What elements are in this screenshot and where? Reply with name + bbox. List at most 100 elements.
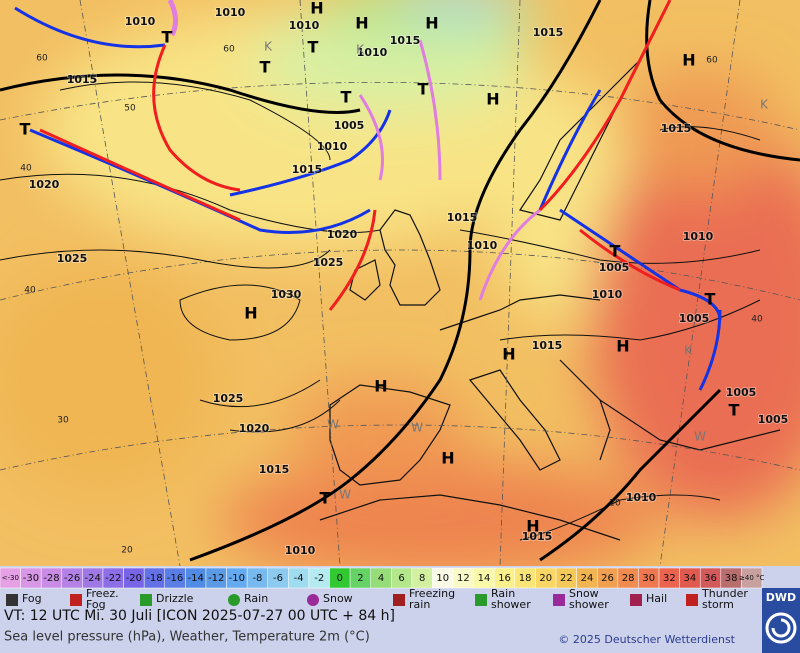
weather-icons: Fog Freez.Fog Drizzle Rain Snow FreezingrainR… [6, 587, 748, 611]
weather-label: shower [491, 598, 531, 611]
air-mass-label: W [694, 430, 706, 444]
weather-icon [70, 594, 82, 606]
graticule [0, 0, 800, 566]
scale-label: ≥40 °C [739, 574, 764, 582]
scale-label: 10 [436, 573, 449, 584]
scale-label: -22 [105, 573, 121, 584]
scale-label: 6 [398, 573, 404, 584]
dwd-logo-swirl [771, 618, 791, 638]
weather-icon [475, 594, 487, 606]
description: Sea level pressure (hPa), Weather, Tempe… [4, 630, 370, 645]
isobar-label: 1010 [467, 239, 498, 252]
air-mass-label: K [684, 344, 693, 358]
weather-label: storm [702, 598, 734, 611]
weather-icon [307, 594, 319, 606]
pressure-center: T [20, 120, 31, 139]
isobar-label: 1010 [125, 15, 156, 28]
weather-label: Thunder [701, 587, 748, 600]
temperature-label: 30 [57, 416, 69, 426]
pressure-center: T [162, 28, 173, 47]
pressure-center: T [729, 401, 740, 420]
scale-label: 16 [498, 573, 511, 584]
isobar-label: 1030 [271, 288, 302, 301]
isobar-label: 1020 [239, 422, 270, 435]
scale-label: -2 [314, 573, 324, 584]
pressure-center: H [616, 337, 629, 356]
pressure-center: T [320, 489, 331, 508]
weather-icon [228, 594, 240, 606]
air-mass-label: W [411, 421, 423, 435]
isobar-label: 1010 [289, 19, 320, 32]
isobar-label: 1015 [533, 26, 564, 39]
pressure-center: H [486, 90, 499, 109]
weather-label: Fog [22, 592, 42, 605]
scale-label: 28 [622, 573, 635, 584]
isobar-label: 1005 [758, 413, 789, 426]
temperature-label: 60 [706, 56, 718, 66]
pressure-center: H [441, 449, 454, 468]
pressure-center: H [425, 14, 438, 33]
scale-label: 32 [663, 573, 676, 584]
isobar-label: 1005 [679, 312, 710, 325]
air-mass-label: K [264, 40, 273, 54]
pressure-center: T [705, 290, 716, 309]
fronts [14, 0, 722, 391]
pressure-center: T [341, 88, 352, 107]
temperature-label: 20 [121, 546, 133, 556]
isobar-label: 1020 [327, 228, 358, 241]
main-isobars [0, 0, 800, 562]
isobar-label: 1020 [29, 178, 60, 191]
scale-label: -20 [126, 573, 142, 584]
pressure-center: H [526, 517, 539, 536]
scale-label: 26 [601, 573, 614, 584]
scale-label: 36 [704, 573, 717, 584]
weather-icon [6, 594, 18, 606]
isobar-label: 1010 [683, 230, 714, 243]
weather-label: Hail [646, 592, 667, 605]
weather-label: Rain [244, 592, 268, 605]
isobar-label: 1010 [357, 46, 388, 59]
scale-label: 24 [581, 573, 594, 584]
scale-label: 20 [539, 573, 552, 584]
weather-label: rain [409, 598, 430, 611]
scale-label: 0 [337, 573, 343, 584]
isobar-label: 1010 [626, 491, 657, 504]
isobar-label: 1015 [661, 122, 692, 135]
scale-label: 4 [378, 573, 384, 584]
scale-label: -26 [64, 573, 80, 584]
scale-label: 18 [519, 573, 532, 584]
weather-label: Freez. [86, 587, 119, 600]
pressure-center: H [502, 345, 515, 364]
scale-label: 2 [357, 573, 363, 584]
scale-cell [741, 567, 763, 589]
isobar-label: 1015 [292, 163, 323, 176]
air-mass-label: W [327, 418, 339, 432]
isobar-label: 1010 [285, 544, 316, 557]
map: 1010 1010 1010 1015 1015 1010 1015 1005 1010 1015… [0, 0, 800, 566]
pressure-center: T [260, 58, 271, 77]
temperature-label: 40 [20, 164, 32, 174]
isobar-label: 1005 [599, 261, 630, 274]
dwd-logo-text: DWD [766, 591, 796, 604]
weather-icon [686, 594, 698, 606]
air-mass-label: K [356, 43, 365, 57]
pressure-center: T [308, 38, 319, 57]
weather-label: Snow [569, 587, 599, 600]
isobar-label: 1010 [215, 6, 246, 19]
isobar-label: 1015 [447, 211, 478, 224]
scale-label: -30 [23, 573, 39, 584]
scale-label: -28 [43, 573, 59, 584]
isobar-label: 1015 [259, 463, 290, 476]
scale-label: -18 [146, 573, 162, 584]
isobar-label: 1025 [57, 252, 88, 265]
temperature-label: 20 [609, 499, 621, 509]
weather-label: Freezing [409, 587, 455, 600]
isobar-label: 1015 [522, 530, 553, 543]
scale-label: -24 [85, 573, 101, 584]
isobar-label: 1015 [67, 73, 98, 86]
temperature-label: 40 [24, 286, 36, 296]
weather-icon [393, 594, 405, 606]
isobar-label: 1005 [334, 119, 365, 132]
weather-label: Snow [323, 592, 353, 605]
